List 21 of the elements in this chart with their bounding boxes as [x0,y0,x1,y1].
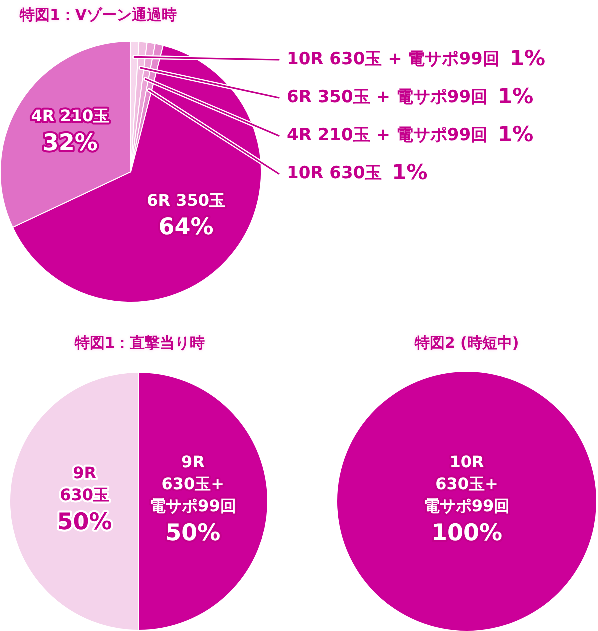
slice-label: 4R 210玉 + 電サポ99回 [287,125,488,146]
chart-title: 特図1：Vゾーン通過時 [20,6,178,25]
data-label: 50% [166,520,221,546]
data-label: 1% [498,84,534,108]
slice-label: 4R 210玉 [31,106,110,126]
data-label: 64% [158,214,214,241]
slice-label: 10R 630玉 + 電サポ99回 [287,49,500,70]
slice-label: 6R 350玉 [147,190,226,210]
slice-label: 9R 630玉+ 電サポ99回 [150,452,236,516]
slice-label: 10R 630玉 [287,163,382,184]
data-label: 1% [510,46,546,70]
slice-label: 6R 350玉 + 電サポ99回 [287,87,488,108]
data-label: 50% [57,509,112,536]
slice-label: 10R 630玉+ 電サポ99回 [424,452,510,516]
chart-title: 特図2 (時短中) [414,334,520,353]
data-label: 1% [392,160,428,184]
data-label: 1% [498,122,534,146]
data-label: 32% [42,130,98,157]
data-label: 100% [431,520,503,546]
slice-label: 9R 630玉 [60,464,110,505]
chart-title: 特図1：直撃当り時 [74,334,206,353]
